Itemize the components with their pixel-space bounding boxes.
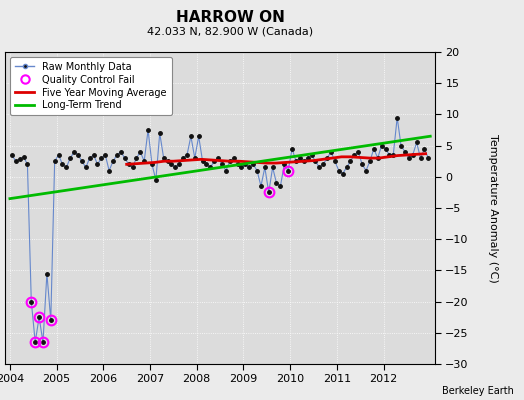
Text: Berkeley Earth: Berkeley Earth	[442, 386, 514, 396]
Y-axis label: Temperature Anomaly (°C): Temperature Anomaly (°C)	[488, 134, 498, 282]
Text: HARROW ON: HARROW ON	[176, 10, 285, 25]
Text: 42.033 N, 82.900 W (Canada): 42.033 N, 82.900 W (Canada)	[147, 26, 314, 36]
Legend: Raw Monthly Data, Quality Control Fail, Five Year Moving Average, Long-Term Tren: Raw Monthly Data, Quality Control Fail, …	[10, 57, 171, 115]
